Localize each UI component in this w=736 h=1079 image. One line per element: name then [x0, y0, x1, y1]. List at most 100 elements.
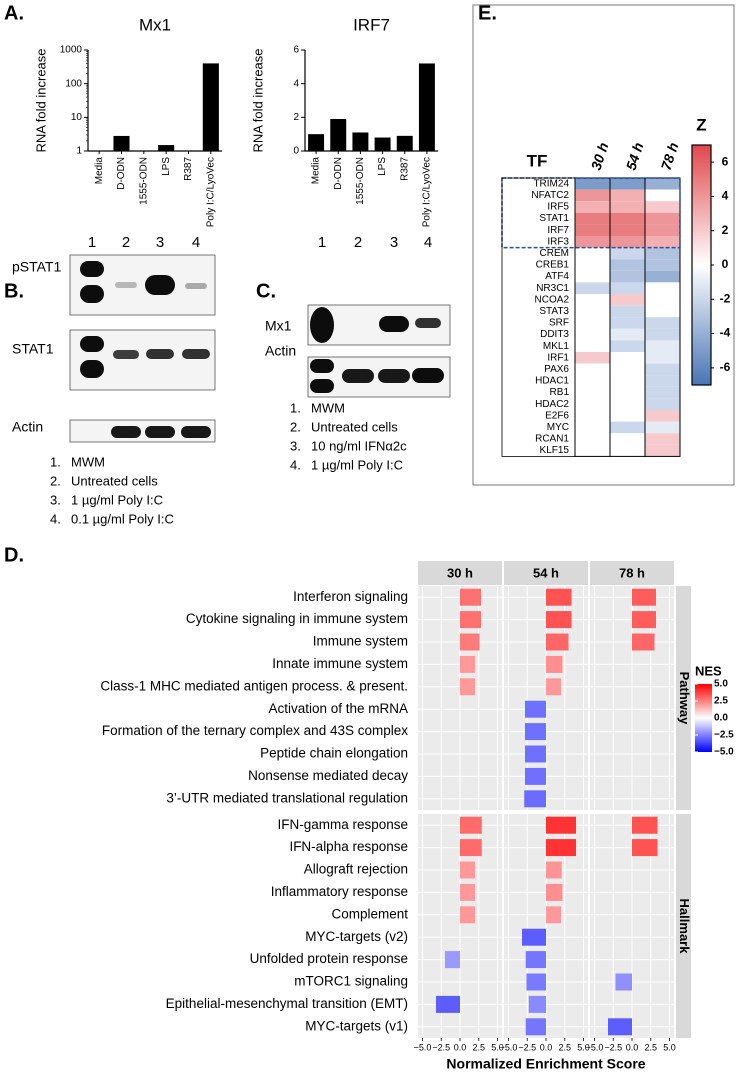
- legend-number: 1.: [50, 454, 61, 469]
- x-tick-label: −5.0: [586, 1042, 604, 1052]
- blot-box: [69, 419, 216, 443]
- bar: [546, 839, 576, 857]
- row-label: IRF5: [547, 202, 569, 213]
- y-tick-label: 4: [293, 78, 299, 89]
- heatmap-cell: [575, 189, 610, 202]
- bar: [525, 1018, 546, 1036]
- chart-title: IRF7: [353, 15, 390, 34]
- heatmap-cell: [610, 294, 645, 306]
- heatmap-cell: [610, 259, 645, 271]
- bar: [460, 655, 475, 673]
- heatmap-cell: [575, 282, 610, 294]
- heatmap-cell: [610, 433, 645, 445]
- heatmap-cell: [645, 398, 680, 410]
- column-label: 54 h: [623, 140, 647, 172]
- legend-number: 4.: [290, 457, 301, 472]
- category-label: Complement: [331, 906, 408, 921]
- bar: [546, 861, 562, 879]
- category-label: IFN-gamma response: [277, 817, 408, 832]
- heatmap-cell: [610, 201, 645, 213]
- bar: [546, 588, 572, 606]
- heatmap-cell: [645, 328, 680, 341]
- y-axis-label: RNA fold increase: [33, 48, 48, 152]
- group-strip: [676, 814, 691, 1038]
- heatmap-cell: [575, 294, 610, 306]
- facet-label: 78 h: [619, 565, 645, 580]
- heatmap-cell: [645, 212, 680, 225]
- bar: [396, 135, 413, 151]
- heatmap-cell: [610, 363, 645, 376]
- bar: [526, 973, 546, 991]
- heatmap-cell: [645, 247, 680, 260]
- bar: [525, 767, 546, 785]
- heatmap-cell: [610, 328, 645, 341]
- row-label: HDAC2: [535, 399, 569, 410]
- heatmap-cell: [575, 236, 610, 248]
- row-label: STAT1: [539, 213, 569, 224]
- colorbar: [691, 144, 712, 386]
- blot-row-label: pSTAT1: [12, 259, 61, 275]
- heatmap-cell: [610, 305, 645, 318]
- blot-band: [310, 379, 334, 393]
- row-label: RCAN1: [535, 434, 569, 445]
- category-label: Cytokine signaling in immune system: [186, 611, 408, 626]
- bar: [632, 839, 658, 857]
- heatmap-cell: [575, 212, 610, 225]
- x-tick-label: −2.5: [604, 1042, 622, 1052]
- colorbar-tick-label: 2: [722, 223, 729, 237]
- bar: [445, 951, 460, 969]
- heatmap-cell: [610, 421, 645, 434]
- heatmap-cell: [610, 270, 645, 283]
- bar: [436, 995, 460, 1013]
- x-tick-label: LPS: [377, 157, 388, 176]
- x-tick-label: Media: [311, 157, 322, 185]
- heatmap-cell: [645, 259, 680, 271]
- legend-text: MWM: [71, 454, 105, 469]
- category-label: 3’-UTR mediated translational regulation: [166, 790, 408, 805]
- blot-band: [145, 275, 175, 295]
- blot-band: [182, 349, 210, 359]
- row-label: NR3C1: [536, 283, 569, 294]
- heatmap-cell: [575, 386, 610, 399]
- bar: [528, 995, 546, 1013]
- legend-text: 1 µg/ml Poly I:C: [311, 457, 403, 472]
- facet-strip: [504, 561, 588, 585]
- heatmap-cell: [575, 317, 610, 329]
- bar: [524, 790, 546, 808]
- blot-band: [415, 318, 441, 328]
- row-label: CREB1: [536, 260, 570, 271]
- bar: [460, 633, 480, 651]
- x-tick-label: −2.5: [432, 1042, 450, 1052]
- row-label: ATF4: [545, 271, 569, 282]
- x-axis-label: Normalized Enrichment Score: [446, 1056, 645, 1072]
- x-tick-label: −5.0: [414, 1042, 432, 1052]
- category-label: Allograft rejection: [304, 862, 408, 877]
- heatmap-cell: [575, 178, 610, 190]
- facet-label: 54 h: [533, 565, 559, 580]
- category-label: Formation of the ternary complex and 43S…: [102, 723, 408, 738]
- x-tick-label: 2.5: [644, 1042, 657, 1052]
- legend-text: 10 ng/ml IFNα2c: [311, 438, 407, 453]
- bar: [525, 745, 546, 763]
- legend-text: Untreated cells: [71, 473, 158, 488]
- blot-band: [379, 316, 409, 332]
- heatmap-cell: [610, 247, 645, 260]
- row-label: SRF: [549, 318, 569, 329]
- heatmap-cell: [645, 410, 680, 422]
- legend-colorbar: [695, 684, 712, 752]
- colorbar-tick-label: -2: [720, 291, 731, 305]
- heatmap-cell: [575, 328, 610, 341]
- bar: [460, 611, 481, 629]
- bar: [308, 134, 325, 151]
- row-label: E2F6: [545, 410, 569, 421]
- heatmap-cell: [610, 352, 645, 364]
- heatmap-cell: [575, 259, 610, 271]
- legend-text: 1 µg/ml Poly I:C: [71, 492, 163, 507]
- row-label: MKL1: [543, 341, 570, 352]
- heatmap-cell: [610, 236, 645, 248]
- category-label: MYC-targets (v2): [305, 929, 408, 944]
- y-tick-label: 1: [76, 146, 82, 157]
- heatmap-cell: [575, 352, 610, 364]
- legend-tick-label: −5.0: [714, 747, 734, 758]
- category-label: MYC-targets (v1): [305, 1018, 408, 1033]
